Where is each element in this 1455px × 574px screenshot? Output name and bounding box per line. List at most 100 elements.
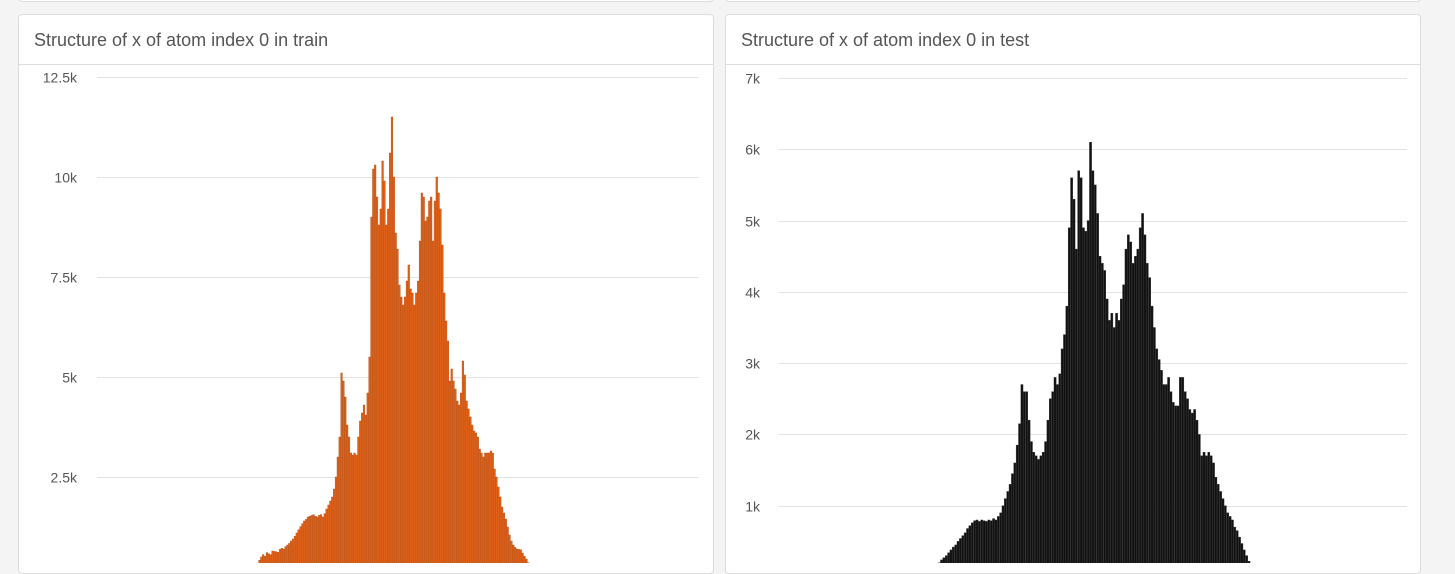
histogram-bar[interactable] [1073, 199, 1075, 563]
histogram-bar[interactable] [499, 497, 501, 563]
histogram-bar[interactable] [1139, 228, 1141, 563]
histogram-bar[interactable] [464, 375, 466, 563]
histogram-bar[interactable] [1026, 392, 1028, 563]
histogram-bar[interactable] [1182, 377, 1184, 563]
histogram-bar[interactable] [382, 161, 384, 563]
histogram-bar[interactable] [443, 293, 445, 563]
histogram-bar[interactable] [436, 177, 438, 563]
histogram-bar[interactable] [1144, 235, 1146, 563]
histogram-bar[interactable] [1092, 171, 1094, 563]
histogram-bar[interactable] [372, 169, 374, 563]
histogram-bar[interactable] [1115, 313, 1117, 563]
histogram-bar[interactable] [1087, 221, 1089, 563]
histogram-bar[interactable] [428, 201, 430, 563]
histogram-bar[interactable] [1149, 278, 1151, 563]
histogram-bar[interactable] [1101, 263, 1103, 563]
histogram-bar[interactable] [365, 415, 367, 563]
histogram-bar[interactable] [997, 516, 999, 563]
histogram-bar[interactable] [1212, 463, 1214, 563]
histogram-bar[interactable] [330, 501, 332, 563]
histogram-bar[interactable] [1153, 328, 1155, 564]
histogram-bar[interactable] [1127, 235, 1129, 563]
histogram-bar[interactable] [518, 549, 520, 563]
histogram-bar[interactable] [501, 507, 503, 563]
histogram-bar[interactable] [1078, 171, 1080, 563]
histogram-bar[interactable] [283, 549, 285, 563]
histogram-bar[interactable] [1234, 527, 1236, 563]
histogram-bar[interactable] [985, 521, 987, 563]
histogram-bar[interactable] [1037, 459, 1039, 563]
histogram-bar[interactable] [348, 437, 350, 563]
histogram-bar[interactable] [311, 515, 313, 563]
histogram-bar[interactable] [494, 469, 496, 563]
histogram-bar[interactable] [943, 558, 945, 563]
histogram-bar[interactable] [438, 193, 440, 563]
histogram-bar[interactable] [1071, 178, 1073, 563]
histogram-bar[interactable] [1163, 385, 1165, 563]
histogram-bar[interactable] [1059, 374, 1061, 563]
histogram-bar[interactable] [430, 197, 432, 563]
histogram-bar[interactable] [1118, 320, 1120, 563]
histogram-bar[interactable] [386, 225, 388, 563]
histogram-bar[interactable] [432, 241, 434, 563]
histogram-bar[interactable] [1056, 385, 1058, 563]
histogram-bar[interactable] [343, 381, 345, 563]
histogram-bar[interactable] [1172, 402, 1174, 563]
histogram-bar[interactable] [1097, 213, 1099, 563]
histogram-bar[interactable] [315, 516, 317, 563]
histogram-bar[interactable] [1004, 499, 1006, 563]
histogram-bar[interactable] [260, 557, 262, 563]
histogram-bar[interactable] [1156, 349, 1158, 563]
histogram-bar[interactable] [402, 305, 404, 563]
histogram-bar[interactable] [498, 487, 500, 563]
histogram-bar[interactable] [1170, 392, 1172, 563]
histogram-bar[interactable] [1111, 313, 1113, 563]
histogram-bar[interactable] [509, 535, 511, 563]
histogram-bar[interactable] [512, 545, 514, 563]
histogram-bar[interactable] [356, 455, 358, 563]
histogram-bar[interactable] [526, 559, 528, 563]
histogram-bar[interactable] [460, 393, 462, 563]
histogram-bar[interactable] [1231, 520, 1233, 563]
histogram-bar[interactable] [477, 437, 479, 563]
histogram-bar[interactable] [1210, 456, 1212, 563]
histogram-bar[interactable] [279, 549, 281, 563]
histogram-bar[interactable] [400, 297, 402, 563]
histogram-bar[interactable] [1177, 406, 1179, 563]
histogram-bar[interactable] [966, 529, 968, 563]
histogram-bar[interactable] [475, 433, 477, 563]
histogram-bar[interactable] [479, 449, 481, 563]
histogram-bar[interactable] [1106, 299, 1108, 563]
histogram-bar[interactable] [361, 413, 363, 563]
histogram-bar[interactable] [1241, 544, 1243, 564]
histogram-bar[interactable] [326, 509, 328, 563]
histogram-bar[interactable] [404, 297, 406, 563]
histogram-bar[interactable] [447, 341, 449, 563]
histogram-bar[interactable] [1016, 445, 1018, 563]
histogram-bar[interactable] [427, 217, 429, 563]
histogram-bar[interactable] [397, 249, 399, 563]
histogram-bar[interactable] [445, 321, 447, 563]
histogram-bar[interactable] [358, 437, 360, 563]
histogram-bar[interactable] [1066, 306, 1068, 563]
histogram-bar[interactable] [369, 357, 371, 563]
histogram-bar[interactable] [421, 193, 423, 563]
histogram-bar[interactable] [1222, 499, 1224, 563]
histogram-bar[interactable] [1184, 392, 1186, 563]
histogram-bar[interactable] [415, 293, 417, 563]
histogram-bar[interactable] [316, 517, 318, 563]
histogram-bar[interactable] [1042, 452, 1044, 563]
histogram-bar[interactable] [1047, 420, 1049, 563]
histogram-bar[interactable] [275, 552, 277, 563]
histogram-bar[interactable] [406, 281, 408, 563]
histogram-bar[interactable] [320, 515, 322, 563]
histogram-bar[interactable] [1040, 456, 1042, 563]
histogram-bar[interactable] [483, 457, 485, 563]
histogram-bar[interactable] [969, 526, 971, 563]
histogram-bar[interactable] [1146, 263, 1148, 563]
histogram-bar[interactable] [419, 241, 421, 563]
histogram-bar[interactable] [470, 417, 472, 563]
histogram-bar[interactable] [466, 401, 468, 563]
histogram-bar[interactable] [281, 548, 283, 563]
histogram-bar[interactable] [331, 497, 333, 563]
